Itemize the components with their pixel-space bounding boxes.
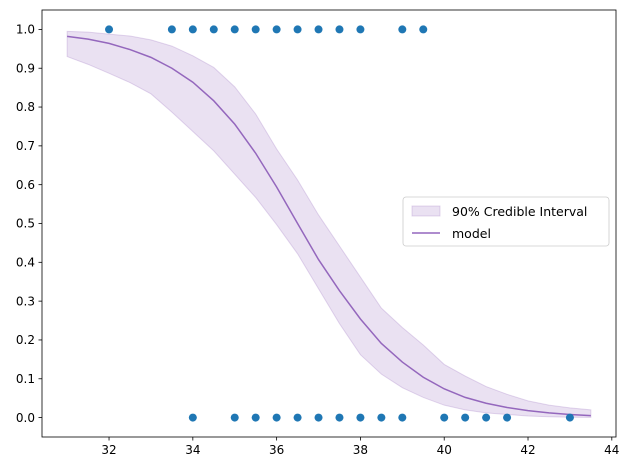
data-point <box>293 413 302 422</box>
legend-box <box>402 196 610 247</box>
y-tick-label: 0.5 <box>16 217 35 231</box>
y-tick-label: 0.8 <box>16 100 35 114</box>
credible-interval-band <box>66 30 592 418</box>
y-tick-label: 0.1 <box>16 372 35 386</box>
y-axis: 0.0 0.1 0.2 0.3 0.4 0.5 0.6 0.7 0.8 0.9 1.0 <box>16 23 42 425</box>
y-tick-label: 0.6 <box>16 178 35 192</box>
data-point <box>461 413 470 422</box>
data-point <box>356 413 365 422</box>
y-tick-label: 1.0 <box>16 23 35 37</box>
data-point <box>565 413 574 422</box>
x-tick-label: 40 <box>437 443 452 457</box>
x-tick-label: 38 <box>353 443 368 457</box>
x-tick-label: 34 <box>185 443 200 457</box>
data-point <box>230 25 239 34</box>
data-point <box>230 413 239 422</box>
data-point <box>335 25 344 34</box>
data-point <box>398 25 407 34</box>
plot-area <box>66 25 592 422</box>
x-tick-label: 44 <box>604 443 619 457</box>
y-tick-label: 0.9 <box>16 61 35 75</box>
legend-label-credible-interval: 90% Credible Interval <box>452 204 587 219</box>
legend: 90% Credible Interval model <box>402 196 610 247</box>
legend-swatch-band <box>411 205 441 217</box>
x-tick-label: 32 <box>101 443 116 457</box>
data-point <box>167 25 176 34</box>
data-point <box>482 413 491 422</box>
data-point <box>209 25 218 34</box>
data-point <box>335 413 344 422</box>
x-tick-label: 42 <box>520 443 535 457</box>
data-point <box>188 413 197 422</box>
data-point <box>251 25 260 34</box>
data-point <box>272 25 281 34</box>
data-point <box>314 413 323 422</box>
model-line <box>67 35 591 417</box>
data-point <box>419 25 428 34</box>
y-tick-label: 0.7 <box>16 139 35 153</box>
data-point <box>251 413 260 422</box>
data-point <box>293 25 302 34</box>
y-tick-label: 0.3 <box>16 294 35 308</box>
observation-points <box>105 25 574 422</box>
data-point <box>356 25 365 34</box>
data-point <box>377 413 386 422</box>
data-point <box>105 25 114 34</box>
data-point <box>188 25 197 34</box>
legend-label-model: model <box>452 226 491 241</box>
y-tick-label: 0.0 <box>16 411 35 425</box>
data-point <box>503 413 512 422</box>
x-tick-label: 36 <box>269 443 284 457</box>
data-point <box>398 413 407 422</box>
data-point <box>440 413 449 422</box>
data-point <box>314 25 323 34</box>
y-tick-label: 0.2 <box>16 333 35 347</box>
data-point <box>272 413 281 422</box>
x-axis: 32 34 36 38 40 42 44 <box>101 437 619 457</box>
y-tick-label: 0.4 <box>16 256 35 270</box>
